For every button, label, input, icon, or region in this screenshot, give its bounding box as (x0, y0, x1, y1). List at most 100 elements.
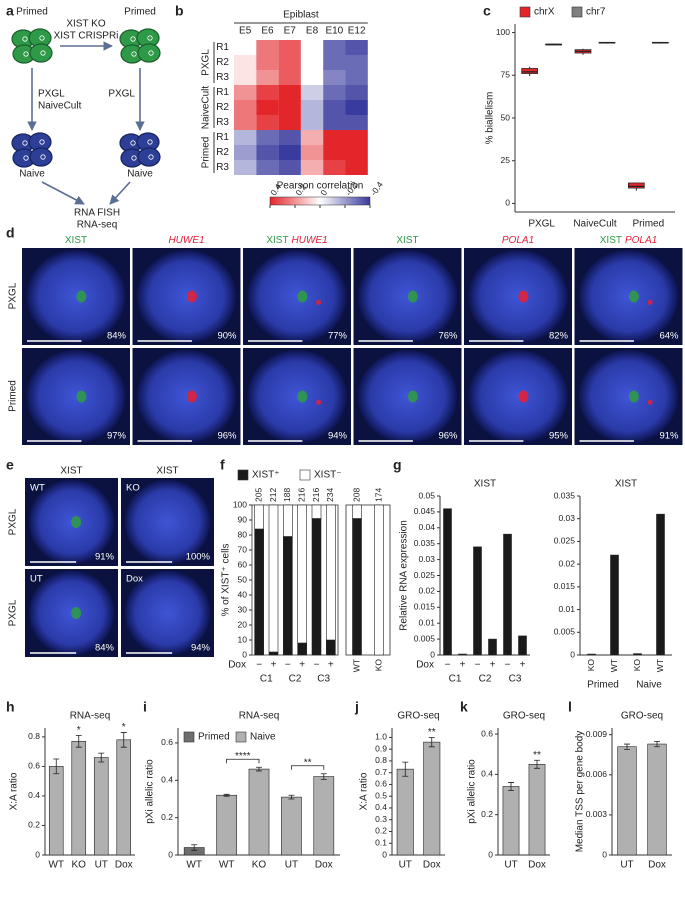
y-tick-label: 0.4 (481, 769, 493, 779)
panel-label: f (220, 457, 225, 473)
signal (186, 290, 197, 303)
y-tick-label: 0.6 (28, 761, 40, 771)
nucleus (136, 249, 237, 344)
bar (254, 504, 264, 530)
chart-title: RNA-seq (70, 711, 111, 722)
heatmap-cell (278, 40, 301, 55)
heatmap-cell (345, 130, 368, 145)
heatmap-cell (323, 130, 346, 145)
percentage: 77% (328, 331, 348, 342)
group-label: Naive (636, 680, 662, 691)
legend-label: XIST⁻ (314, 470, 342, 481)
y-tick-label: 90 (238, 514, 248, 524)
diagram-label: PXGL (108, 89, 135, 100)
heatmap-cell (300, 115, 324, 130)
count-label: 212 (268, 488, 278, 502)
x-tick-label: NaiveCult (573, 219, 617, 230)
x-tick-label: E5 (239, 26, 252, 37)
y-tick-label: 0.006 (586, 769, 608, 779)
column-title: HUWE1 (168, 235, 204, 246)
cell-nucleus (39, 35, 45, 41)
cell-nucleus (39, 139, 45, 145)
heatmap-cell (256, 130, 279, 145)
x-tick-label: WT (186, 860, 202, 871)
cell-nucleus (40, 50, 46, 56)
bar (473, 546, 482, 656)
row-label: R2 (216, 102, 229, 113)
error-bar (191, 844, 198, 851)
chart-title: GRO-seq (503, 711, 545, 722)
x-tick-label: + (299, 660, 305, 671)
heatmap-cell (234, 55, 257, 70)
column-title: XIST POLA1 (600, 235, 657, 246)
heatmap-cell (345, 100, 368, 115)
heatmap-cell (323, 160, 346, 175)
error-bar (288, 794, 295, 800)
heatmap-cell (278, 85, 301, 100)
y-tick-label: 80 (238, 529, 248, 539)
y-axis-label: pXi allelic ratio (467, 759, 478, 824)
significance-bracket (226, 758, 260, 764)
bar (248, 768, 270, 856)
bar (647, 743, 667, 856)
heatmap-cell (300, 145, 324, 160)
y-tick-label: 0.035 (414, 538, 436, 548)
panel-label: a (6, 3, 14, 19)
error-bar (256, 766, 262, 772)
cell-nucleus (147, 139, 153, 145)
legend-swatch (299, 469, 311, 481)
panel-label: i (143, 699, 147, 715)
y-tick-label: 0.01 (558, 604, 575, 614)
significance: ** (428, 727, 436, 738)
y-tick-label: 0 (488, 849, 493, 859)
percentage: 90% (217, 331, 237, 342)
heatmap-cell (234, 130, 257, 145)
bar (352, 518, 362, 656)
error-bar (75, 734, 82, 748)
x-tick-label: E8 (306, 26, 319, 37)
nucleus (247, 249, 347, 344)
column-title: XIST (65, 235, 87, 246)
nucleus (468, 349, 568, 444)
colorbar (269, 196, 371, 206)
bar (254, 528, 264, 656)
y-tick-label: 0.2 (481, 809, 493, 819)
heatmap-cell (278, 115, 301, 130)
chart-title: RNA-seq (239, 711, 280, 722)
y-tick-label: 0.025 (414, 570, 436, 580)
panel-label: c (483, 3, 491, 19)
y-tick-label: 0.03 (558, 513, 575, 523)
heatmap-cell (300, 85, 324, 100)
error-bar (402, 761, 409, 777)
x-tick-label: Dox (528, 860, 546, 871)
bar (71, 740, 87, 856)
column-title: XIST (156, 466, 178, 477)
error-bar (428, 737, 435, 748)
heatmap-cell (300, 100, 324, 115)
signal (71, 516, 82, 528)
row-label: R1 (216, 87, 229, 98)
y-tick-label: 0.4 (375, 802, 387, 812)
signal (518, 390, 529, 403)
nucleus (578, 249, 679, 344)
colorbar-tick-label: -0.4 (368, 179, 385, 197)
group-label: C3 (317, 674, 330, 685)
nucleus (357, 349, 458, 444)
cell-nucleus (40, 154, 46, 160)
x-tick-label: WT (351, 659, 361, 672)
heatmap-cell (234, 85, 257, 100)
arrow (109, 181, 131, 205)
error-bar (654, 740, 660, 748)
diagram-label: Naive (19, 169, 45, 180)
heatmap-cell (256, 115, 279, 130)
cell-nucleus (148, 50, 154, 56)
chart-title: GRO-seq (621, 711, 663, 722)
y-tick-label: 100 (496, 27, 510, 37)
signal (186, 390, 197, 403)
error-bar (223, 793, 230, 797)
diagram-label: NaiveCult (38, 101, 82, 112)
heatmap-cell (300, 55, 324, 70)
y-tick-label: 20 (238, 619, 248, 629)
legend-swatch (235, 731, 247, 743)
